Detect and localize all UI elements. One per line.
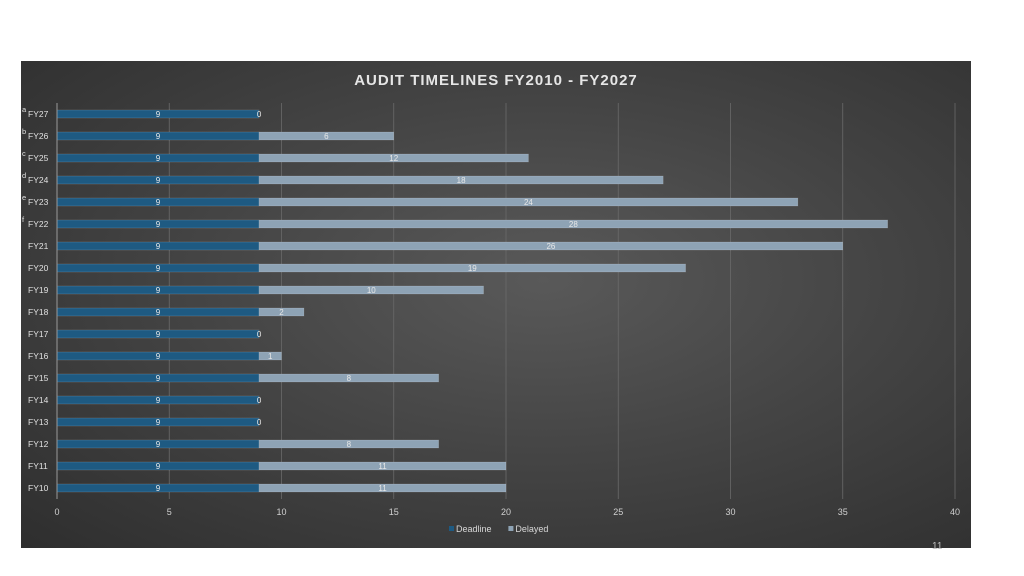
footnote-marker: f [22,215,25,224]
x-tick-label: 15 [389,507,399,517]
bar-delayed [258,241,844,251]
data-label: 9 [156,154,161,163]
x-tick-label: 5 [167,507,172,517]
data-label: 18 [457,176,466,185]
bar-delayed [258,175,664,185]
data-label: 11 [378,484,387,493]
x-tick-label: 0 [54,507,59,517]
data-label: 9 [156,396,161,405]
bar-delayed [258,131,394,141]
legend-label: Delayed [515,524,548,534]
data-label: 9 [156,264,161,273]
data-label: 2 [279,308,284,317]
data-label: 1 [268,352,273,361]
data-label: 9 [156,220,161,229]
data-label: 9 [156,440,161,449]
data-label: 9 [156,462,161,471]
bar-delayed [258,263,686,273]
category-label: FY27 [28,109,49,119]
data-label: 9 [156,352,161,361]
category-label: FY10 [28,483,49,493]
category-label: FY17 [28,329,49,339]
data-label: 9 [156,242,161,251]
category-label: FY19 [28,285,49,295]
data-label: 9 [156,110,161,119]
category-label: FY23 [28,197,49,207]
category-label: FY11 [28,461,48,471]
data-label: 11 [378,462,387,471]
category-label: FY12 [28,439,49,449]
bar-delayed [258,219,888,229]
bar-delayed [258,307,305,317]
data-label: 9 [156,330,161,339]
data-label: 6 [324,132,329,141]
footnote-marker: b [22,127,26,136]
data-label: 9 [156,286,161,295]
data-label: 9 [156,308,161,317]
data-label: 9 [156,198,161,207]
data-label: 28 [569,220,578,229]
footnote-marker: a [22,105,27,114]
chart-title: AUDIT TIMELINES FY2010 - FY2027 [354,72,638,89]
legend-swatch [449,526,454,531]
x-tick-label: 20 [501,507,511,517]
data-label: 19 [468,264,477,273]
data-label: 8 [347,440,352,449]
x-tick-label: 30 [725,507,735,517]
data-label: 0 [257,110,262,119]
bar-delayed [258,439,439,449]
bar-delayed [258,285,484,295]
category-label: FY16 [28,351,49,361]
footnote-marker: e [22,193,26,202]
data-label: 9 [156,176,161,185]
page-number: 11 [932,541,943,552]
category-label: FY18 [28,307,49,317]
bar-delayed [258,483,507,493]
category-label: FY21 [28,241,49,251]
x-tick-label: 40 [950,507,960,517]
x-tick-label: 10 [276,507,286,517]
category-label: FY22 [28,219,49,229]
bar-delayed [258,373,439,383]
data-label: 12 [389,154,398,163]
data-label: 8 [347,374,352,383]
data-label: 0 [257,330,262,339]
legend-label: Deadline [456,524,492,534]
bar-delayed [258,153,529,163]
footnote-marker: c [22,149,26,158]
data-label: 9 [156,374,161,383]
category-label: FY26 [28,131,49,141]
category-label: FY25 [28,153,49,163]
category-label: FY15 [28,373,49,383]
footnote-marker: d [22,171,26,180]
legend-swatch [508,526,514,531]
category-label: FY14 [28,395,49,405]
bar-delayed [258,197,799,207]
category-label: FY24 [28,175,49,185]
data-label: 24 [524,198,533,207]
data-label: 0 [257,396,262,405]
data-label: 10 [367,286,376,295]
data-label: 9 [156,484,161,493]
data-label: 0 [257,418,262,427]
data-label: 26 [546,242,555,251]
category-label: FY13 [28,417,49,427]
data-label: 9 [156,132,161,141]
x-tick-label: 25 [613,507,623,517]
bar-delayed [258,351,282,361]
x-tick-label: 35 [838,507,848,517]
bar-delayed [258,461,507,471]
data-label: 9 [156,418,161,427]
chart-panel: AUDIT TIMELINES FY2010 - FY2027 0 5 10 15 20… [21,61,971,548]
category-label: FY20 [28,263,49,273]
